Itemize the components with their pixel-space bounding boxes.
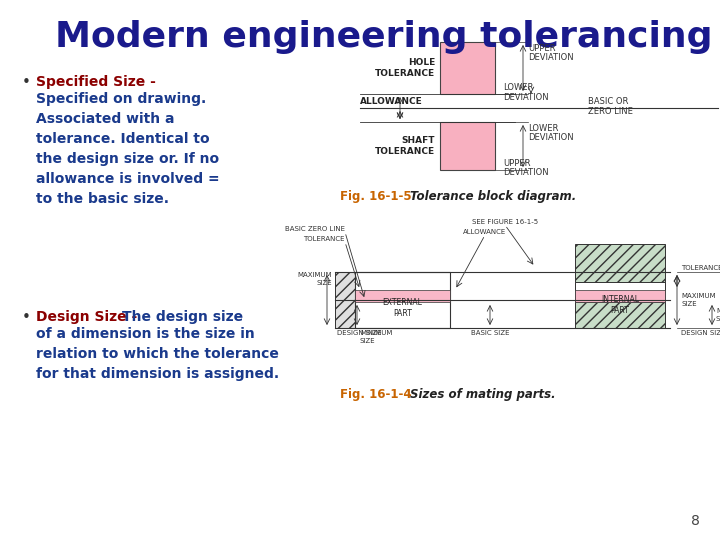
Bar (575, 282, 665, 328)
Text: UPPER: UPPER (528, 44, 556, 53)
Text: MAXIMUM: MAXIMUM (681, 293, 716, 299)
Text: DEVIATION: DEVIATION (503, 93, 549, 102)
Bar (440, 42, 495, 94)
Text: DEVIATION: DEVIATION (503, 168, 549, 177)
Text: TOLERANCE: TOLERANCE (681, 265, 720, 271)
Text: SIZE: SIZE (316, 280, 332, 286)
Text: SEE FIGURE 16-1-5: SEE FIGURE 16-1-5 (472, 219, 538, 225)
Text: DESIGN SIZE: DESIGN SIZE (681, 330, 720, 336)
Text: LOWER: LOWER (503, 83, 534, 92)
Text: INTERNAL
PART: INTERNAL PART (601, 295, 639, 315)
Text: •: • (22, 310, 31, 325)
Text: SHAFT
TOLERANCE: SHAFT TOLERANCE (375, 136, 435, 156)
Text: UPPER: UPPER (503, 159, 531, 168)
Text: HOLE
TOLERANCE: HOLE TOLERANCE (375, 58, 435, 78)
Text: ALLOWANCE: ALLOWANCE (360, 97, 423, 106)
Bar (355, 290, 450, 302)
Text: TOLERANCE: TOLERANCE (304, 236, 345, 242)
Text: BASIC OR: BASIC OR (588, 97, 629, 106)
Bar (355, 272, 450, 328)
Text: 8: 8 (691, 514, 700, 528)
Text: EXTERNAL
PART: EXTERNAL PART (382, 298, 423, 318)
Text: SIZE: SIZE (360, 338, 376, 344)
Bar (335, 272, 355, 328)
Text: ALLOWANCE: ALLOWANCE (464, 229, 507, 235)
Text: DEVIATION: DEVIATION (528, 53, 574, 62)
Text: •: • (22, 75, 31, 90)
Text: The design size: The design size (122, 310, 243, 324)
Text: MINIMUM: MINIMUM (360, 330, 392, 336)
Text: MAXIMUM: MAXIMUM (297, 272, 332, 278)
Text: Specified on drawing.
Associated with a
tolerance. Identical to
the design size : Specified on drawing. Associated with a … (36, 92, 220, 206)
Text: Sizes of mating parts.: Sizes of mating parts. (410, 388, 556, 401)
Text: BASIC ZERO LINE: BASIC ZERO LINE (285, 226, 345, 232)
Text: SIZE: SIZE (716, 316, 720, 322)
Bar (440, 122, 495, 170)
Text: of a dimension is the size in
relation to which the tolerance
for that dimension: of a dimension is the size in relation t… (36, 327, 279, 381)
Text: SIZE: SIZE (681, 301, 697, 307)
Text: Fig. 16-1-4: Fig. 16-1-4 (340, 388, 412, 401)
Text: DEVIATION: DEVIATION (528, 133, 574, 142)
Text: LOWER: LOWER (528, 124, 559, 133)
Text: DESIGN SIZE: DESIGN SIZE (337, 330, 382, 336)
Bar (575, 290, 665, 302)
Text: Design Size -: Design Size - (36, 310, 142, 324)
Text: Modern engineering tolerancing: Modern engineering tolerancing (55, 20, 713, 54)
Text: ZERO LINE: ZERO LINE (588, 107, 633, 116)
Text: MINIMUM: MINIMUM (716, 308, 720, 314)
Bar (575, 244, 665, 290)
Text: BASIC SIZE: BASIC SIZE (471, 330, 509, 336)
Text: Tolerance block diagram.: Tolerance block diagram. (410, 190, 576, 203)
Bar (575, 282, 665, 302)
Text: Specified Size -: Specified Size - (36, 75, 156, 89)
Text: Fig. 16-1-5: Fig. 16-1-5 (340, 190, 412, 203)
